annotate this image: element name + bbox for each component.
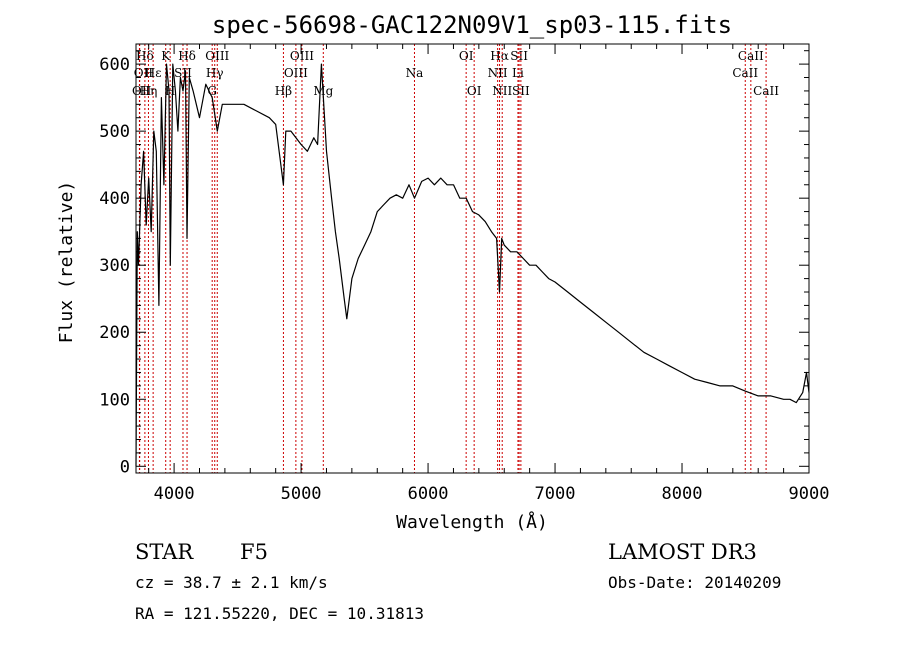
line-label: K	[161, 49, 171, 63]
line-label: NII	[492, 84, 512, 98]
x-axis-label: Wavelength (Å)	[396, 511, 548, 533]
y-tick-label: 400	[99, 189, 130, 209]
line-label: SII	[510, 49, 528, 63]
line-label: SII	[512, 84, 530, 98]
line-label: H	[165, 84, 175, 98]
line-label: OIII	[205, 49, 229, 63]
chart-title: spec-56698-GAC122N09V1_sp03-115.fits	[212, 11, 732, 39]
line-label: OIII	[284, 66, 308, 80]
x-tick-label: 4000	[154, 484, 195, 504]
line-label: OIII	[290, 49, 314, 63]
line-label: Hγ	[206, 66, 224, 80]
line-label: Hη	[140, 84, 158, 98]
y-tick-label: 100	[99, 390, 130, 410]
y-axis-label: Flux (relative)	[56, 181, 77, 344]
line-label: Na	[406, 66, 424, 80]
y-tick-label: 600	[99, 55, 130, 75]
plot-frame	[135, 43, 810, 474]
survey-name: LAMOST DR3	[608, 540, 757, 564]
line-label: OI	[459, 49, 474, 63]
spectrum-chart: spec-56698-GAC122N09V1_sp03-115.fits Hδ O…	[56, 11, 830, 533]
line-label: Hε	[145, 66, 162, 80]
line-label: Hδ	[136, 49, 154, 63]
line-label: NII	[488, 66, 508, 80]
coordinates: RA = 121.55220, DEC = 10.31813	[135, 604, 424, 623]
line-label: Hδ	[178, 49, 196, 63]
x-tick-label: 5000	[281, 484, 322, 504]
line-label: SII	[174, 66, 192, 80]
y-tick-label: 300	[99, 256, 130, 276]
x-tick-label: 8000	[662, 484, 703, 504]
line-label: CaII	[732, 66, 758, 80]
x-tick-label: 7000	[535, 484, 576, 504]
axes-layer: 4000 5000 6000 7000 8000 9000 0 100 200 300 400 500…	[99, 43, 830, 504]
line-label: G	[207, 84, 217, 98]
line-label: CaII	[738, 49, 764, 63]
spectrum-line	[135, 63, 810, 467]
observation-date: Obs-Date: 20140209	[608, 573, 782, 592]
object-class: STAR	[135, 540, 194, 564]
line-label: Hα	[490, 49, 509, 63]
y-tick-label: 200	[99, 323, 130, 343]
spectrum-series-layer	[135, 63, 810, 467]
line-label: Hβ	[275, 84, 292, 98]
line-label: Li	[512, 66, 524, 80]
x-tick-label: 6000	[408, 484, 449, 504]
line-label: CaII	[753, 84, 779, 98]
x-tick-label: 9000	[789, 484, 830, 504]
y-tick-label: 500	[99, 122, 130, 142]
object-subclass: F5	[240, 540, 268, 564]
line-label: OI	[467, 84, 482, 98]
redshift-cz: cz = 38.7 ± 2.1 km/s	[135, 573, 328, 592]
y-tick-label: 0	[120, 457, 130, 477]
line-label: OII	[132, 84, 152, 98]
